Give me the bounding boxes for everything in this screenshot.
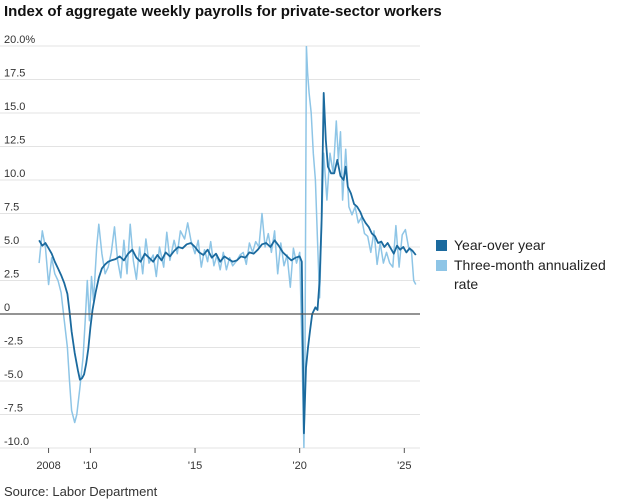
y-tick-label: 10.0	[4, 168, 25, 180]
series-lines	[38, 46, 417, 448]
y-axis-ticks: 20.0% 17.5 15.0 12.5 10.0 7.5 5.0 2.5 0 -2.5 -5.0 -…	[4, 34, 35, 448]
legend-swatch-three-month	[436, 260, 447, 271]
y-tick-label: 15.0	[4, 101, 25, 113]
legend-item-three-month: Three-month annualized rate	[436, 256, 616, 294]
x-tick-label: '20	[293, 460, 307, 472]
y-tick-label: 2.5	[4, 269, 19, 281]
y-tick-label: 0	[4, 302, 10, 314]
y-tick-label: 5.0	[4, 235, 19, 247]
y-tick-label: -7.5	[4, 403, 23, 415]
grid-lines	[0, 45, 420, 449]
series-year-over-year-line	[38, 92, 417, 435]
legend-label-three-month: Three-month annualized rate	[454, 257, 606, 292]
y-tick-label: -10.0	[4, 436, 29, 448]
y-tick-label: 12.5	[4, 135, 25, 147]
legend: Year-over year Three-month annualized ra…	[436, 236, 616, 295]
y-tick-label: 7.5	[4, 202, 19, 214]
x-tick-label: '15	[188, 460, 202, 472]
legend-swatch-year-over-year	[436, 240, 447, 251]
x-axis-ticks: 2008 '10 '15 '20 '25	[36, 448, 411, 472]
legend-item-year-over-year: Year-over year	[436, 236, 616, 255]
y-tick-label: -2.5	[4, 336, 23, 348]
x-tick-label: 2008	[36, 460, 60, 472]
y-tick-label: 20.0%	[4, 34, 35, 46]
chart-source: Source: Labor Department	[4, 484, 158, 499]
x-tick-label: '10	[83, 460, 97, 472]
legend-label-year-over-year: Year-over year	[454, 237, 546, 253]
chart-title: Index of aggregate weekly payrolls for p…	[4, 3, 442, 20]
y-tick-label: 17.5	[4, 68, 25, 80]
y-tick-label: -5.0	[4, 369, 23, 381]
x-tick-label: '25	[397, 460, 411, 472]
